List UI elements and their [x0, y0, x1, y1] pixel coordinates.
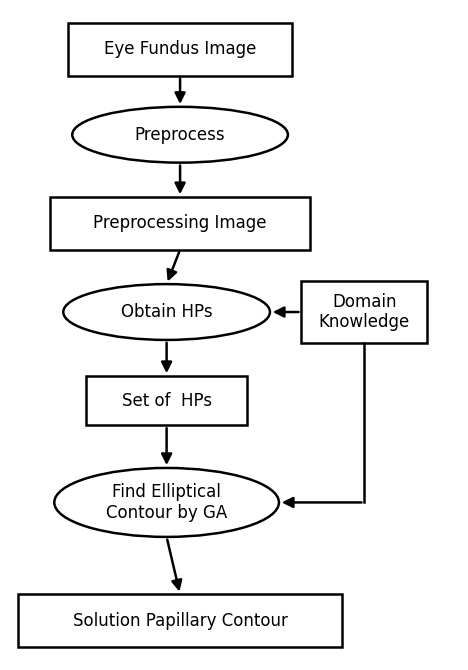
Ellipse shape: [72, 107, 288, 163]
Text: Obtain HPs: Obtain HPs: [121, 303, 212, 321]
Text: Preprocess: Preprocess: [135, 126, 226, 144]
FancyBboxPatch shape: [18, 594, 342, 647]
Text: Domain
Knowledge: Domain Knowledge: [319, 293, 410, 332]
FancyBboxPatch shape: [68, 23, 292, 76]
Ellipse shape: [54, 468, 279, 537]
Text: Find Elliptical
Contour by GA: Find Elliptical Contour by GA: [106, 483, 227, 522]
Text: Eye Fundus Image: Eye Fundus Image: [104, 40, 256, 58]
FancyBboxPatch shape: [50, 197, 310, 250]
Ellipse shape: [63, 284, 270, 340]
Text: Preprocessing Image: Preprocessing Image: [93, 214, 267, 232]
Text: Set of  HPs: Set of HPs: [122, 392, 212, 409]
Text: Solution Papillary Contour: Solution Papillary Contour: [73, 612, 287, 630]
FancyBboxPatch shape: [86, 376, 248, 425]
FancyBboxPatch shape: [301, 281, 427, 343]
